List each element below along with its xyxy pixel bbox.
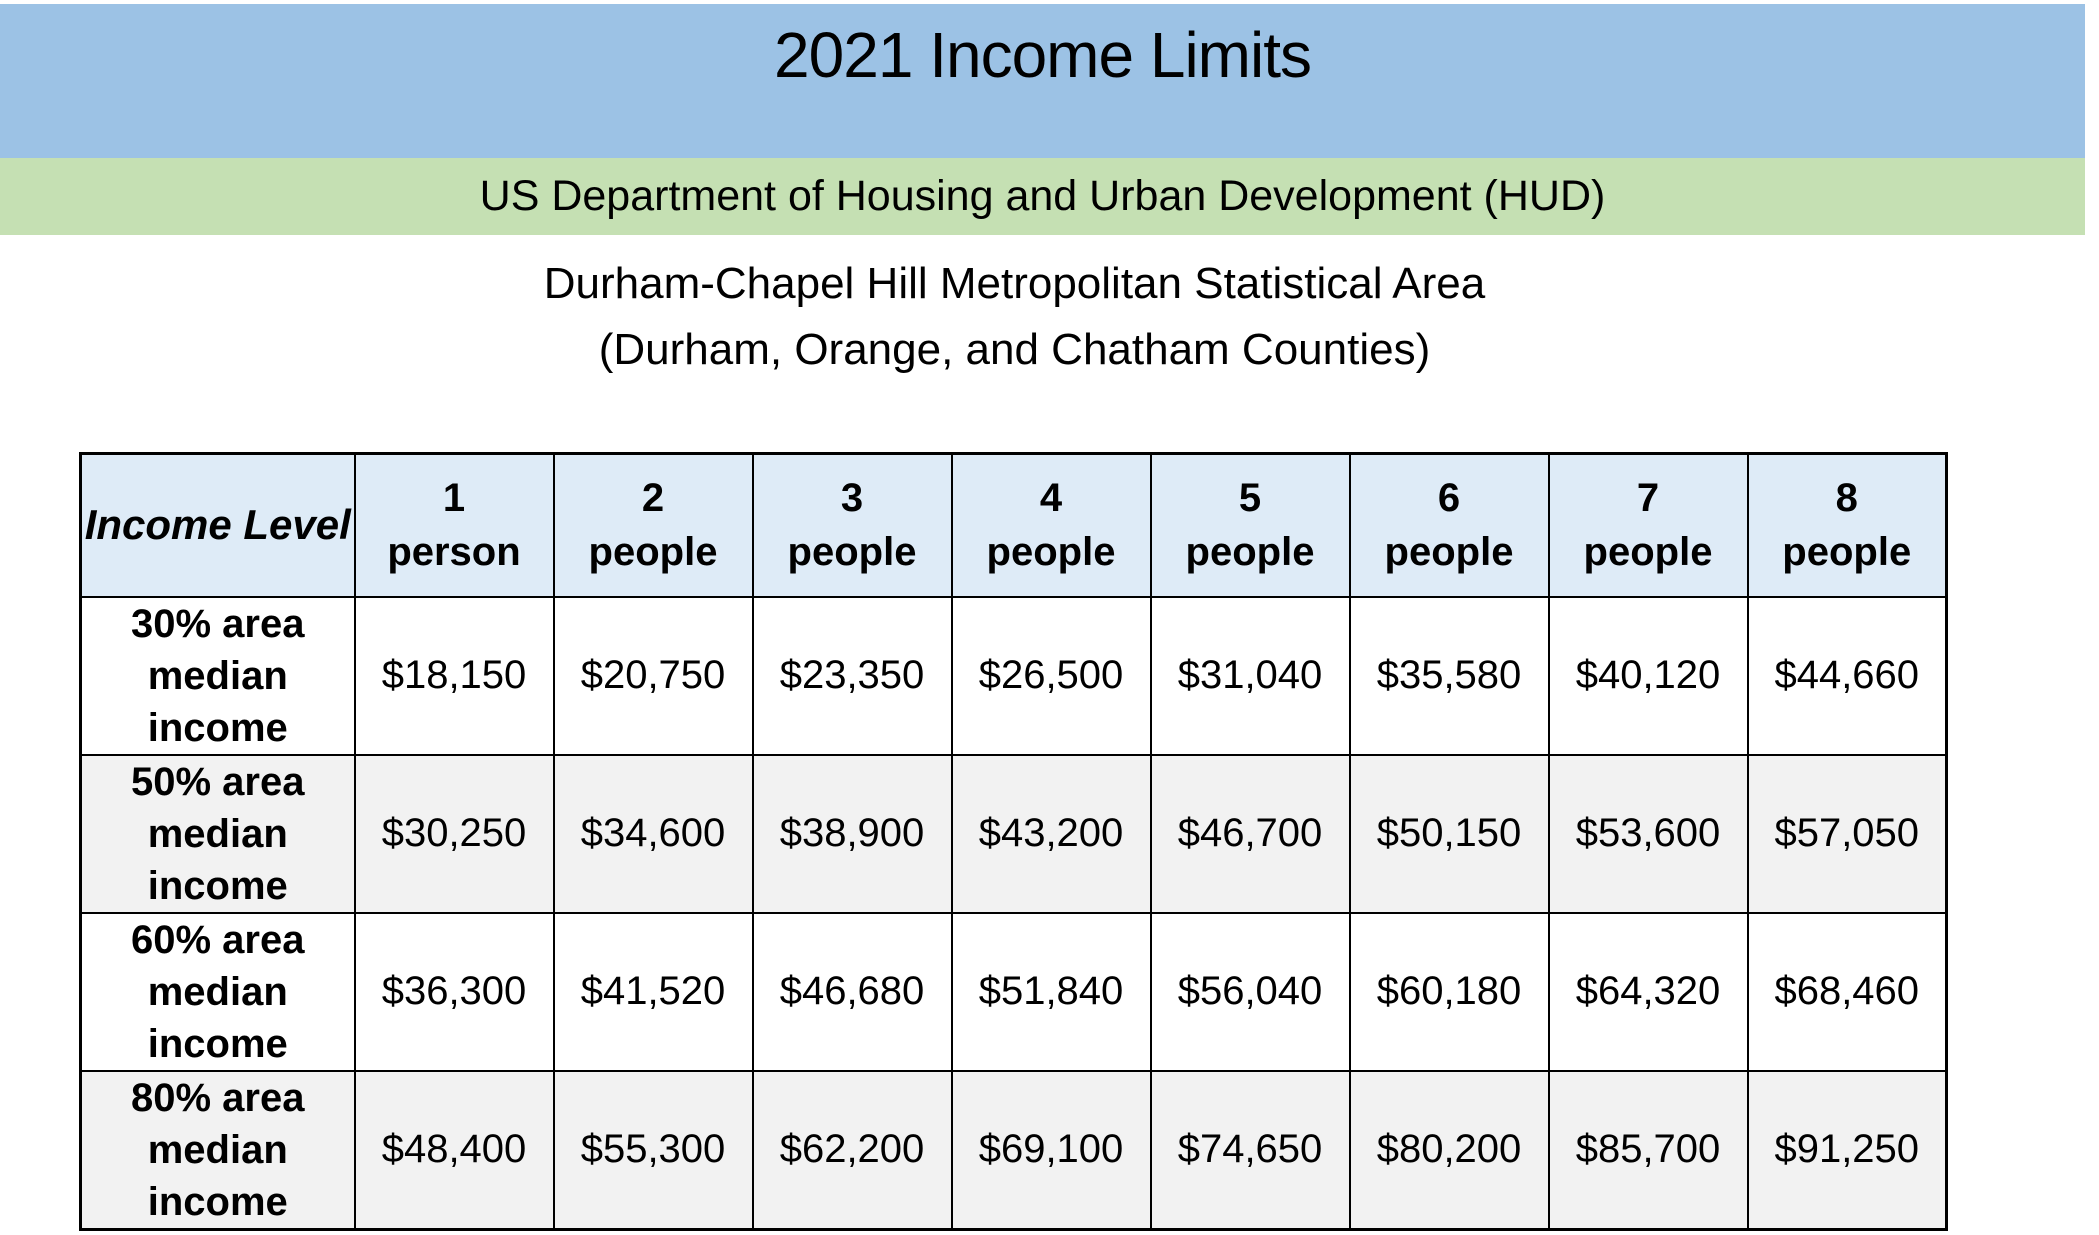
income-value: $34,600 xyxy=(552,753,754,914)
income-value: $36,300 xyxy=(353,911,555,1072)
income-value: $31,040 xyxy=(1149,595,1351,756)
household-size: 7 xyxy=(1636,476,1660,521)
table-row-80-percent-ami: 80% area median income $48,400 $55,300 $… xyxy=(79,1069,1948,1230)
income-limits-table: Income Level 1 person 2 people 3 people … xyxy=(79,452,1948,1231)
income-value: $85,700 xyxy=(1547,1069,1749,1230)
title-banner: 2021 Income Limits xyxy=(0,4,2085,158)
col-header-3-people: 3 people xyxy=(751,452,953,598)
household-size-unit: people xyxy=(1384,530,1514,575)
household-size-unit: people xyxy=(1583,530,1713,575)
income-level-header: Income Level xyxy=(79,452,356,598)
col-header-6-people: 6 people xyxy=(1348,452,1550,598)
col-header-8-people: 8 people xyxy=(1746,452,1948,598)
household-size: 3 xyxy=(840,476,864,521)
income-value: $91,250 xyxy=(1746,1069,1948,1230)
income-value: $30,250 xyxy=(353,753,555,914)
col-header-1-person: 1 person xyxy=(353,452,555,598)
income-value: $80,200 xyxy=(1348,1069,1550,1230)
household-size-unit: people xyxy=(787,530,917,575)
row-label-line: income xyxy=(147,1021,288,1066)
table-row-60-percent-ami: 60% area median income $36,300 $41,520 $… xyxy=(79,911,1948,1072)
area-title: Durham-Chapel Hill Metropolitan Statisti… xyxy=(79,251,1950,383)
area-title-line-1: Durham-Chapel Hill Metropolitan Statisti… xyxy=(543,259,1486,308)
page-subtitle: US Department of Housing and Urban Devel… xyxy=(479,172,1606,220)
row-label-line: median xyxy=(147,1127,288,1172)
household-size-unit: person xyxy=(387,530,521,575)
table-row-30-percent-ami: 30% area median income $18,150 $20,750 $… xyxy=(79,595,1948,756)
row-label-line: income xyxy=(147,863,288,908)
income-value: $57,050 xyxy=(1746,753,1948,914)
row-label-line: income xyxy=(147,1179,288,1224)
row-label-30-percent: 30% area median income xyxy=(79,595,356,756)
row-label-line: income xyxy=(147,705,288,750)
row-label-line: 50% area xyxy=(131,759,305,804)
income-value: $60,180 xyxy=(1348,911,1550,1072)
page-title: 2021 Income Limits xyxy=(774,19,1312,91)
income-value: $68,460 xyxy=(1746,911,1948,1072)
col-header-4-people: 4 people xyxy=(950,452,1152,598)
household-size: 6 xyxy=(1437,476,1461,521)
income-value: $64,320 xyxy=(1547,911,1749,1072)
table-header-row: Income Level 1 person 2 people 3 people … xyxy=(79,452,1948,598)
row-label-line: 80% area xyxy=(131,1075,305,1120)
income-value: $48,400 xyxy=(353,1069,555,1230)
household-size-unit: people xyxy=(1782,530,1912,575)
income-value: $20,750 xyxy=(552,595,754,756)
income-value: $50,150 xyxy=(1348,753,1550,914)
income-value: $62,200 xyxy=(751,1069,953,1230)
income-value: $69,100 xyxy=(950,1069,1152,1230)
income-value: $74,650 xyxy=(1149,1069,1351,1230)
col-header-7-people: 7 people xyxy=(1547,452,1749,598)
household-size: 8 xyxy=(1835,476,1858,521)
row-label-line: 60% area xyxy=(131,917,305,962)
area-title-line-2: (Durham, Orange, and Chatham Counties) xyxy=(598,325,1431,374)
household-size: 5 xyxy=(1238,476,1262,521)
household-size: 4 xyxy=(1039,476,1063,521)
income-value: $51,840 xyxy=(950,911,1152,1072)
income-value: $26,500 xyxy=(950,595,1152,756)
household-size-unit: people xyxy=(1185,530,1315,575)
income-value: $18,150 xyxy=(353,595,555,756)
household-size-unit: people xyxy=(986,530,1116,575)
income-value: $46,680 xyxy=(751,911,953,1072)
household-size: 2 xyxy=(641,476,665,521)
income-value: $43,200 xyxy=(950,753,1152,914)
household-size: 1 xyxy=(442,476,466,521)
income-value: $53,600 xyxy=(1547,753,1749,914)
row-label-80-percent: 80% area median income xyxy=(79,1069,356,1230)
col-header-5-people: 5 people xyxy=(1149,452,1351,598)
row-label-line: median xyxy=(147,969,288,1014)
income-value: $35,580 xyxy=(1348,595,1550,756)
income-value: $23,350 xyxy=(751,595,953,756)
income-value: $41,520 xyxy=(552,911,754,1072)
table-row-50-percent-ami: 50% area median income $30,250 $34,600 $… xyxy=(79,753,1948,914)
row-label-60-percent: 60% area median income xyxy=(79,911,356,1072)
row-label-line: 30% area xyxy=(131,601,305,646)
income-value: $55,300 xyxy=(552,1069,754,1230)
row-label-line: median xyxy=(147,811,288,856)
income-value: $56,040 xyxy=(1149,911,1351,1072)
income-value: $38,900 xyxy=(751,753,953,914)
subtitle-banner: US Department of Housing and Urban Devel… xyxy=(0,158,2085,235)
row-label-50-percent: 50% area median income xyxy=(79,753,356,914)
col-header-2-people: 2 people xyxy=(552,452,754,598)
household-size-unit: people xyxy=(588,530,718,575)
income-value: $40,120 xyxy=(1547,595,1749,756)
row-label-line: median xyxy=(147,653,288,698)
income-value: $46,700 xyxy=(1149,753,1351,914)
income-value: $44,660 xyxy=(1746,595,1948,756)
